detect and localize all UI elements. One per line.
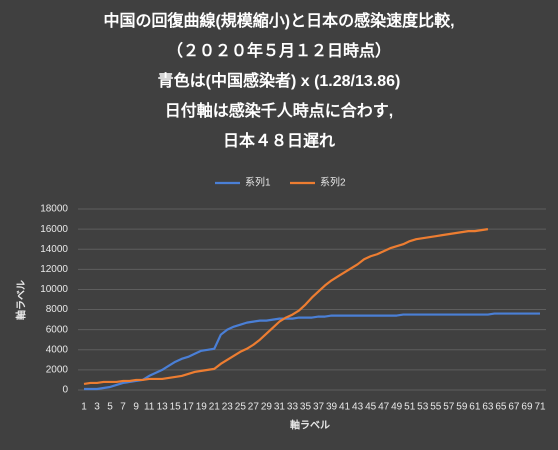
x-tick-label: 55 — [430, 402, 442, 413]
x-tick-label: 23 — [222, 402, 234, 413]
chart-title: 中国の回復曲線(規模縮小)と日本の感染速度比較, — [103, 11, 454, 30]
x-tick-label: 15 — [170, 402, 182, 413]
y-tick-label: 16000 — [40, 224, 68, 235]
series-line — [83, 228, 489, 386]
x-tick-label: 11 — [144, 402, 155, 413]
x-tick-label: 61 — [469, 402, 481, 413]
legend-label: 系列1 — [245, 176, 271, 189]
x-tick-label: 1 — [81, 402, 87, 413]
y-axis-label: 軸ラベル — [15, 280, 28, 320]
x-tick-label: 59 — [456, 402, 468, 413]
x-tick-label: 5 — [107, 402, 113, 413]
chart-title: （２０２０年５月１２日時点） — [167, 41, 391, 60]
x-tick-label: 25 — [235, 402, 247, 413]
x-tick-label: 69 — [521, 402, 533, 413]
x-tick-label: 51 — [404, 402, 416, 413]
x-tick-label: 65 — [495, 402, 507, 413]
x-tick-label: 39 — [326, 402, 338, 413]
x-tick-label: 37 — [313, 402, 325, 413]
x-tick-label: 47 — [378, 402, 390, 413]
x-tick-label: 9 — [133, 402, 139, 413]
y-tick-label: 8000 — [46, 304, 69, 315]
x-tick-label: 67 — [508, 402, 520, 413]
x-tick-label: 49 — [391, 402, 403, 413]
x-tick-label: 3 — [94, 402, 100, 413]
y-tick-label: 2000 — [46, 365, 69, 376]
x-tick-label: 57 — [443, 402, 455, 413]
x-tick-label: 31 — [274, 402, 286, 413]
y-tick-label: 0 — [62, 385, 68, 396]
x-tick-label: 43 — [352, 402, 364, 413]
x-tick-label: 53 — [417, 402, 429, 413]
y-tick-label: 14000 — [40, 244, 68, 255]
chart-title: 日本４８日遅れ — [223, 131, 335, 150]
x-tick-label: 45 — [365, 402, 377, 413]
x-tick-label: 71 — [534, 402, 546, 413]
y-tick-label: 10000 — [40, 284, 68, 295]
series-line — [84, 312, 540, 391]
y-tick-label: 4000 — [46, 344, 69, 355]
x-tick-label: 21 — [209, 402, 221, 413]
chart-title: 青色は(中国感染者) x (1.28/13.86) — [158, 71, 401, 90]
x-tick-label: 17 — [183, 402, 195, 413]
x-tick-label: 29 — [261, 402, 273, 413]
chart-title: 日付軸は感染千人時点に合わす, — [165, 101, 393, 120]
x-tick-label: 27 — [248, 402, 260, 413]
x-tick-label: 13 — [157, 402, 169, 413]
x-tick-label: 41 — [339, 402, 351, 413]
x-tick-label: 35 — [300, 402, 312, 413]
y-tick-label: 12000 — [40, 264, 68, 275]
y-tick-label: 18000 — [40, 204, 68, 215]
x-tick-label: 33 — [287, 402, 299, 413]
legend-label: 系列2 — [320, 176, 346, 189]
y-tick-label: 6000 — [46, 324, 69, 335]
x-tick-label: 19 — [196, 402, 208, 413]
x-axis-label: 軸ラベル — [290, 419, 330, 432]
x-tick-label: 63 — [482, 402, 494, 413]
x-tick-label: 7 — [120, 402, 126, 413]
